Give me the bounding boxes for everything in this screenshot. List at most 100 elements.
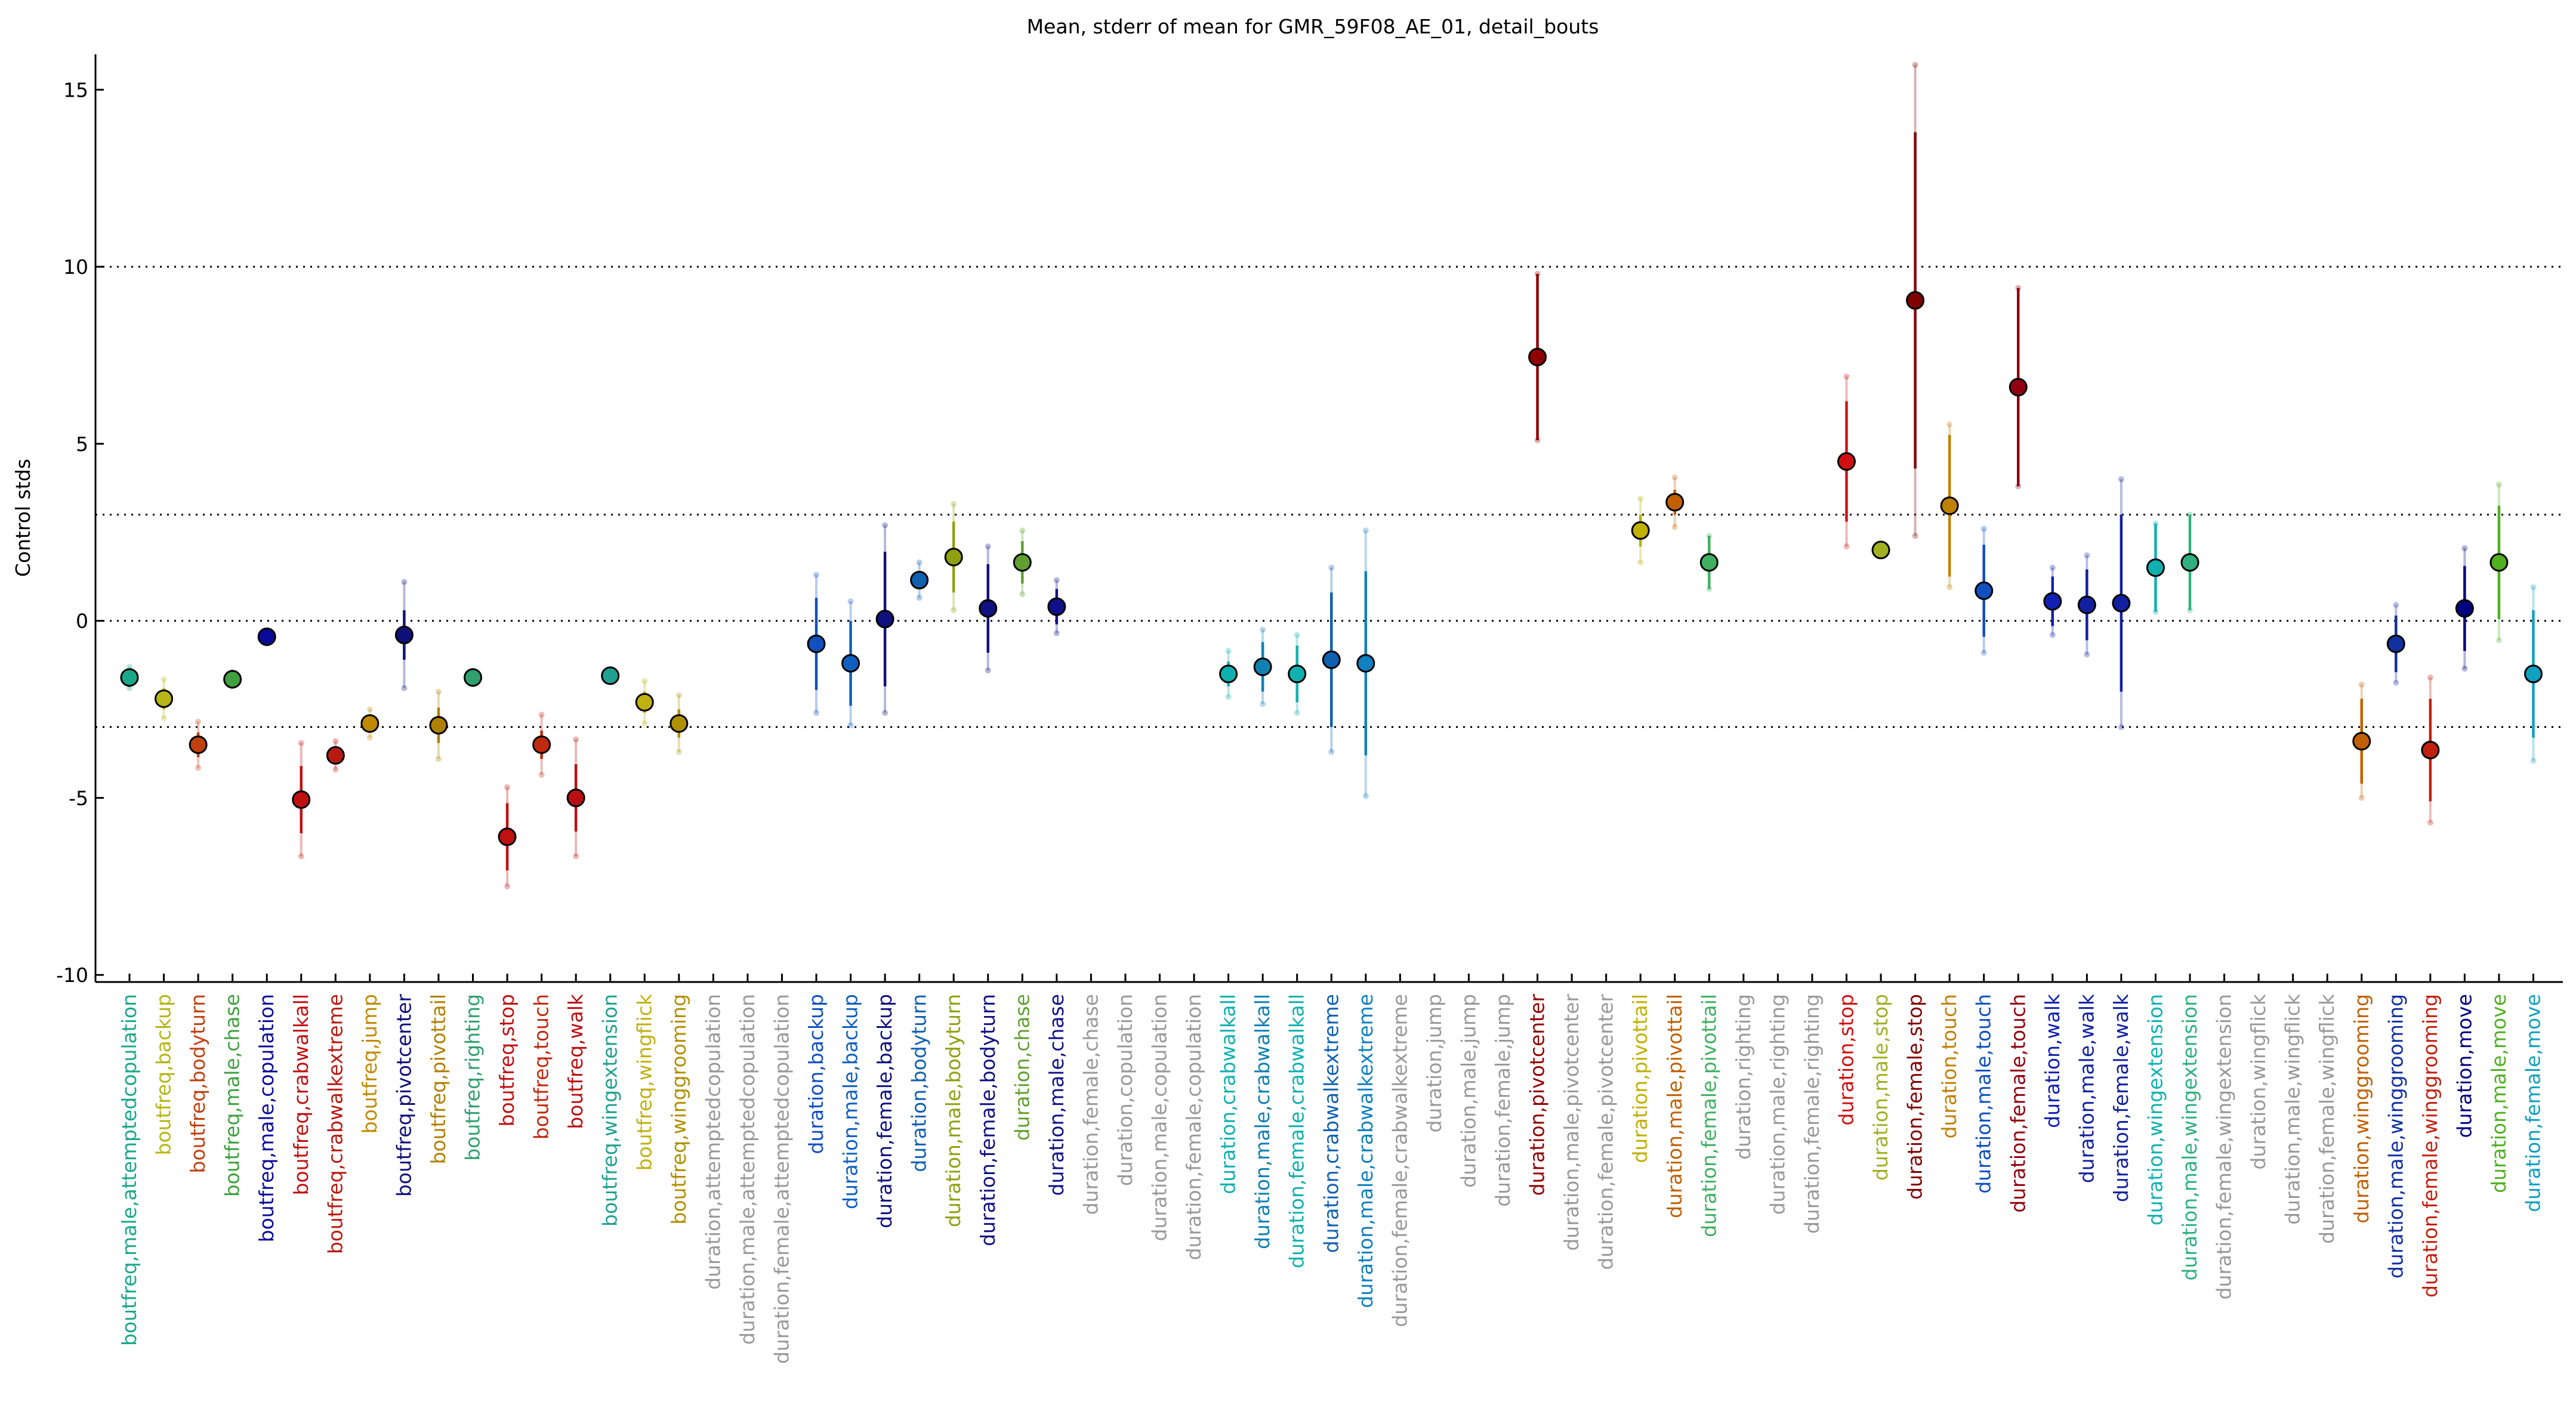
spread-end xyxy=(641,678,648,684)
mean-point xyxy=(1356,654,1375,673)
spread-end xyxy=(2358,681,2365,688)
spread-end xyxy=(161,676,167,683)
spread-end xyxy=(2427,819,2433,826)
mean-point xyxy=(2146,558,2165,578)
x-tick-label: duration,move xyxy=(2452,994,2476,1138)
x-tick-label: boutfreq,jump xyxy=(358,994,381,1134)
mean-point xyxy=(1288,665,1307,684)
spread-end xyxy=(847,598,854,604)
x-tick-label: duration,male,attemptedcopulation xyxy=(736,994,759,1345)
spread-end xyxy=(1946,584,1953,591)
x-tick-label: duration,male,wingextension xyxy=(2178,994,2201,1281)
spread-end xyxy=(847,722,854,728)
spread-end xyxy=(2049,564,2056,571)
y-tick-label: -5 xyxy=(69,786,88,810)
spread-end xyxy=(2118,724,2124,730)
mean-point xyxy=(2180,553,2199,572)
spread-end xyxy=(675,749,682,755)
y-tick-label: 10 xyxy=(63,255,88,279)
mean-point xyxy=(326,746,345,765)
spread-end xyxy=(366,734,373,741)
x-tick-label: duration,female,crabwalkextreme xyxy=(1388,994,1411,1327)
mean-point xyxy=(120,668,139,687)
spread-end xyxy=(1637,559,1644,566)
mean-point xyxy=(257,627,276,646)
mean-point xyxy=(2043,592,2062,611)
mean-point xyxy=(532,735,551,754)
spread-end xyxy=(538,711,545,718)
x-tick-label: duration,female,wingextension xyxy=(2213,994,2236,1300)
mean-point xyxy=(1837,452,1856,471)
x-tick-label: duration,male,backup xyxy=(839,994,862,1209)
x-tick-label: duration,male,move xyxy=(2487,994,2510,1193)
x-tick-label: boutfreq,male,chase xyxy=(221,994,244,1197)
x-tick-label: boutfreq,touch xyxy=(530,994,553,1139)
x-tick-label: duration,female,chase xyxy=(1079,994,1102,1215)
spread-end xyxy=(298,853,304,860)
x-tick-label: duration,female,pivottail xyxy=(1697,994,1720,1237)
spread-end xyxy=(916,559,923,566)
spread-end xyxy=(127,663,132,670)
x-tick-label: duration,female,wingflick xyxy=(2315,993,2339,1244)
spread-end xyxy=(2084,552,2090,558)
spread-end xyxy=(1053,577,1060,583)
mean-point xyxy=(635,693,654,712)
mean-point xyxy=(670,714,689,733)
x-tick-label: duration,crabwalkall xyxy=(1217,994,1240,1194)
spread-end xyxy=(1843,373,1850,380)
spread-end xyxy=(1362,793,1369,799)
x-tick-label: boutfreq,male,attemptedcopulation xyxy=(118,994,141,1346)
x-tick-label: duration,male,pivotcenter xyxy=(1560,994,1583,1251)
mean-point xyxy=(292,790,311,809)
x-tick-label: boutfreq,stop xyxy=(495,994,519,1126)
spread-end xyxy=(2495,637,2502,644)
spread-end xyxy=(2393,680,2399,686)
mean-point xyxy=(2386,634,2405,653)
spread-end xyxy=(573,853,579,860)
spread-end xyxy=(127,685,132,691)
x-tick-label: duration,pivotcenter xyxy=(1526,994,1549,1196)
spread-end xyxy=(1053,630,1060,637)
mean-point xyxy=(464,668,482,687)
x-tick-label: duration,crabwalkextreme xyxy=(1319,994,1343,1253)
x-tick-label: duration,male,wingflick xyxy=(2281,993,2304,1225)
x-tick-label: boutfreq,righting xyxy=(461,994,485,1161)
spread-end xyxy=(675,692,682,699)
mean-point xyxy=(910,570,929,589)
mean-point xyxy=(1906,291,1925,310)
mean-point xyxy=(1322,650,1341,669)
x-tick-label: duration,stop xyxy=(1835,994,1858,1126)
spread-end xyxy=(951,607,957,613)
spread-end xyxy=(573,736,579,743)
mean-point xyxy=(394,625,414,644)
x-tick-label: duration,male,winggrooming xyxy=(2384,994,2407,1279)
x-tick-label: duration,male,chase xyxy=(1045,994,1068,1196)
x-tick-label: duration,female,backup xyxy=(873,994,896,1228)
spread-end xyxy=(2461,665,2468,672)
x-tick-label: boutfreq,backup xyxy=(152,994,175,1155)
spread-end xyxy=(1843,543,1850,549)
spread-end xyxy=(985,667,991,674)
y-tick-label: 0 xyxy=(76,610,88,633)
spread-end xyxy=(1980,526,1987,532)
spread-end xyxy=(1980,650,1987,656)
x-tick-label: boutfreq,pivotcenter xyxy=(392,994,415,1197)
x-tick-label: duration,pivottail xyxy=(1628,994,1652,1163)
spread-end xyxy=(2049,632,2056,638)
mean-point xyxy=(2352,731,2371,751)
mean-point xyxy=(2489,553,2509,572)
y-tick-label: 15 xyxy=(63,78,88,101)
x-tick-label: duration,wingflick xyxy=(2247,993,2270,1169)
spread-end xyxy=(2461,545,2468,551)
spread-end xyxy=(2084,651,2090,658)
x-tick-label: duration,female,attemptedcopulation xyxy=(770,994,793,1364)
spread-end xyxy=(2530,758,2537,764)
x-tick-label: duration,male,righting xyxy=(1766,994,1789,1215)
spread-end xyxy=(2118,476,2124,483)
spread-end xyxy=(1946,421,1953,428)
x-tick-label: duration,male,walk xyxy=(2075,993,2098,1183)
mean-point xyxy=(2112,594,2131,613)
spread-end xyxy=(1294,632,1300,638)
x-tick-label: boutfreq,male,copulation xyxy=(255,994,278,1242)
mean-point xyxy=(1871,541,1890,560)
